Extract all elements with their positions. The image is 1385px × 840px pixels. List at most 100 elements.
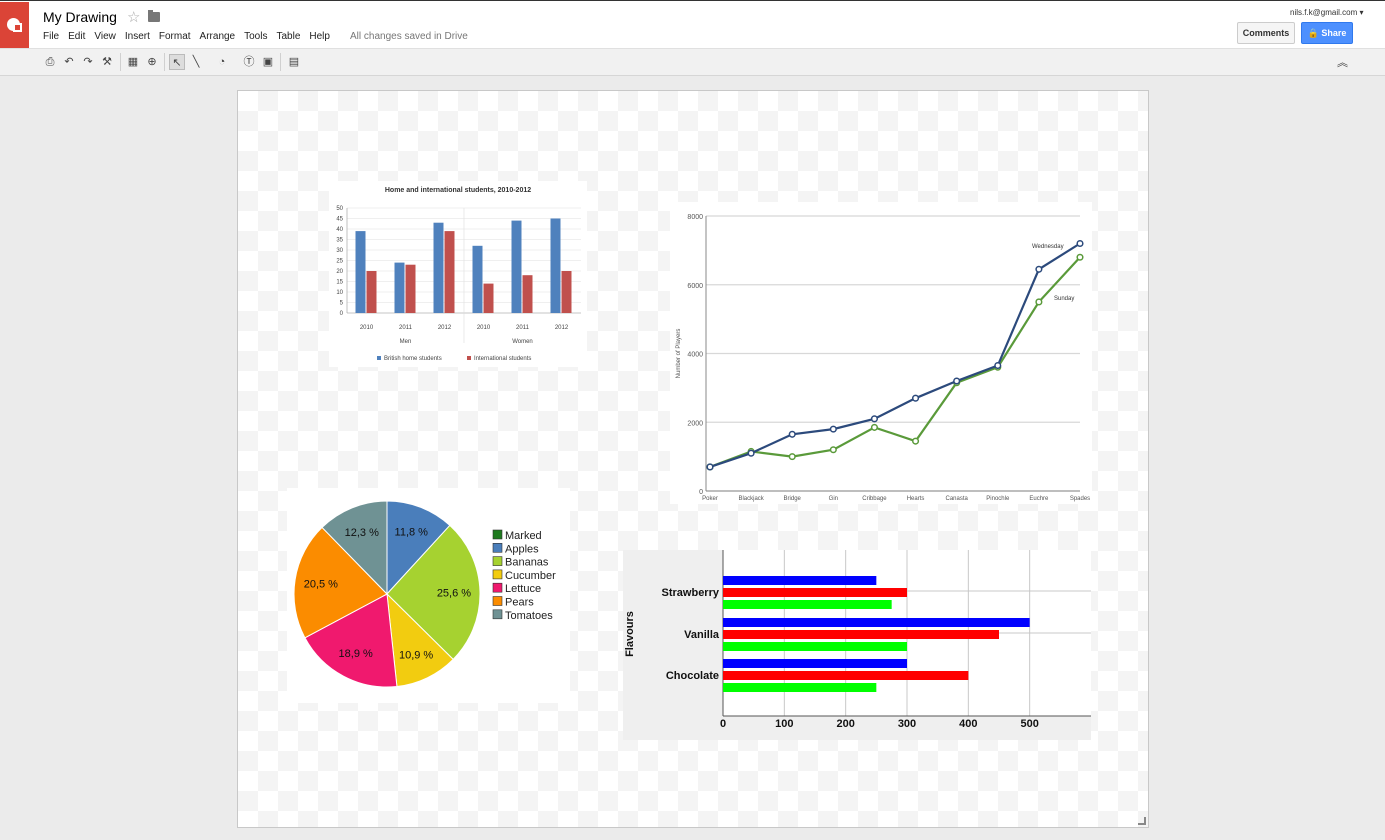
collapse-toolbar-icon[interactable]: ︽ [1337,57,1348,69]
produce-pie-chart-svg: 11,8 % 25,6 % 10,9 % 18,9 % 20,5 % 12,3 % Mark… [293,500,556,688]
x-tick-label: 400 [959,718,977,730]
data-point-wednesday [829,425,837,433]
undo-icon[interactable]: ↶ [64,56,74,68]
x-tick-label: Pinochle [986,496,1010,502]
menu-view[interactable]: View [94,31,116,42]
data-point-wednesday [994,361,1002,370]
x-tick-label: Canasta [945,496,968,502]
y-axis-label: Number of Players [676,329,682,379]
data-point-wednesday [870,415,878,423]
menu-format[interactable]: Format [158,31,191,42]
share-button[interactable]: 🔒 Share [1301,22,1353,44]
data-point-sunday [870,423,878,431]
drawings-logo-icon[interactable] [0,2,29,48]
x-tick-label: 500 [1020,718,1038,730]
legend-label: Bananas [505,557,549,569]
pie-slice-pears [293,526,388,639]
y-axis-label: Flavours [624,611,636,657]
x-tick-label: 2012 [555,325,569,331]
students-bar-chart[interactable]: Home and international students, 2010-20… [329,181,587,367]
legend-swatch [492,542,503,553]
pie-slice-label: 20,5 % [304,579,338,591]
x-tick-label: Euchre [1029,496,1049,502]
lock-icon: 🔒 [1307,28,1319,38]
comments-button[interactable]: Comments [1237,22,1295,44]
menu-bar: File Edit View Insert Format Arrange Tools Tabl… [43,31,339,42]
legend-swatch [492,556,503,566]
select-all-icon[interactable]: ▦ [127,56,139,68]
image-icon[interactable]: ▣ [262,56,274,68]
y-tick-label: 10 [336,290,343,296]
star-icon[interactable]: ☆ [127,9,141,26]
players-line-chart[interactable]: 0 2000 4000 6000 8000 Number of Players Poker B… [670,202,1092,504]
data-point-wednesday [747,449,755,457]
flavours-bar-chart[interactable]: 0 100 200 300 400 500 Flavours Strawberry Vanill… [623,550,1091,740]
user-account-menu[interactable]: nils.f.k@gmail.com ▾ [1290,8,1364,17]
legend-label: British home students [384,356,442,362]
bar [723,630,999,639]
redo-icon[interactable]: ↷ [83,56,93,68]
legend-label: Apples [505,543,539,555]
toolbar-divider [164,53,165,71]
folder-icon[interactable] [148,10,160,22]
y-tick-label: Strawberry [662,587,720,599]
y-tick-label: 5 [340,301,344,307]
menu-file[interactable]: File [43,31,60,42]
canvas-resize-handle[interactable] [1138,817,1146,825]
menu-table[interactable]: Table [276,31,301,42]
pie-slice-lettuce [304,593,398,688]
comment-icon[interactable]: ▤ [288,56,300,68]
legend-swatch [492,609,503,620]
header: My Drawing ☆ File Edit View Insert Format Arr… [0,0,1385,48]
bar-international-students [405,264,416,313]
menu-arrange[interactable]: Arrange [199,31,236,42]
bar-international-students [483,283,494,313]
x-tick-label: 0 [720,718,726,730]
menu-insert[interactable]: Insert [124,31,150,42]
print-icon[interactable]: ⎙ [45,56,55,68]
menu-help[interactable]: Help [309,31,330,42]
pie-slice-label: 10,9 % [399,649,433,661]
y-tick-label: 40 [336,227,343,233]
data-point-sunday [1035,298,1043,306]
y-tick-label: 20 [336,269,343,275]
series-label-wednesday: Wednesday [1032,244,1064,250]
toolbar: ⎙ ↶ ↷ ⚒ ▦ ⊕ ↖ ╲ ◔ Ⓣ ▣ ▤ [0,48,1385,76]
y-tick-label: Vanilla [684,629,720,641]
x-tick-label: Cribbage [862,496,887,502]
x-tick-label: 2011 [516,325,530,331]
x-tick-label: 100 [775,718,793,730]
x-tick-label: 2011 [399,325,413,331]
legend-swatch [492,569,503,580]
flavours-bar-chart-svg: 0 100 200 300 400 500 Flavours Strawberry Vanill… [624,550,1091,730]
x-tick-label: Gin [829,496,838,502]
shape-icon[interactable]: ◔ [218,56,226,68]
menu-tools[interactable]: Tools [244,31,268,42]
menu-edit[interactable]: Edit [68,31,86,42]
bar-international-students [366,271,377,313]
bar-international-students [522,275,533,313]
line-icon[interactable]: ╲ [192,56,200,68]
select-icon[interactable]: ↖ [169,54,185,70]
paint-format-icon[interactable]: ⚒ [102,56,112,68]
save-status: All changes saved in Drive [350,31,468,42]
bar-international-students [444,231,455,313]
produce-pie-chart[interactable]: 11,8 % 25,6 % 10,9 % 18,9 % 20,5 % 12,3 % Mark… [287,488,570,703]
text-box-icon[interactable]: Ⓣ [243,56,255,68]
toolbar-divider [280,53,281,71]
zoom-icon[interactable]: ⊕ [147,56,157,68]
document-title[interactable]: My Drawing [43,9,117,25]
y-tick-label: 2000 [687,420,703,427]
bar [723,588,907,597]
x-tick-label: Hearts [907,496,925,502]
legend-label: Pears [505,597,534,609]
legend-swatch [492,596,503,606]
legend-label: International students [474,356,531,362]
y-tick-label: 15 [336,280,343,286]
data-point-wednesday [788,430,796,438]
legend-swatch [467,356,471,360]
bar [723,618,1030,627]
legend-label: Cucumber [505,570,556,582]
bar-british-home-students [394,262,405,313]
